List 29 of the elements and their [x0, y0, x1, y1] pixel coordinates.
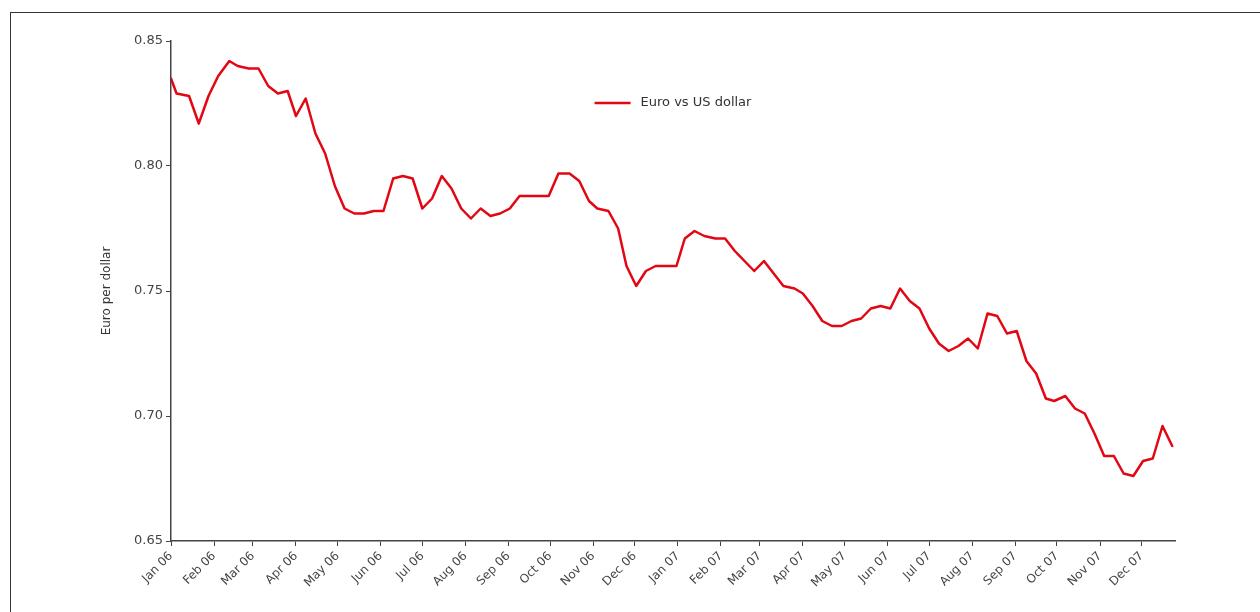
y-tick-label: 0.80: [134, 157, 163, 173]
x-tick-label: Oct 06: [516, 548, 555, 587]
x-tick-label: Jul 07: [899, 548, 934, 583]
x-tick-label: Aug 07: [936, 548, 977, 589]
x-tick-label: Mar 07: [724, 548, 765, 588]
x-tick-label: Jun 07: [854, 548, 892, 586]
x-tick-label: Dec 07: [1106, 548, 1146, 589]
x-tick-label: Jan 06: [138, 548, 176, 586]
y-tick-label: 0.85: [134, 32, 163, 48]
x-tick-label: Mar 06: [217, 548, 258, 588]
x-tick-label: Aug 06: [429, 548, 470, 589]
x-tick-label: Jun 06: [347, 548, 386, 586]
y-axis-title: Euro per dollar: [99, 246, 114, 336]
x-tick-label: Oct 07: [1023, 548, 1062, 587]
x-tick-label: Nov 07: [1064, 548, 1105, 589]
x-tick-label: Feb 06: [179, 548, 219, 587]
x-tick-label: Apr 06: [262, 548, 301, 587]
x-tick-label: Apr 07: [769, 548, 808, 587]
x-tick-label: Sep 06: [473, 548, 513, 588]
y-tick-label: 0.70: [134, 407, 163, 423]
x-tick-label: Jul 06: [392, 548, 427, 583]
x-tick-label: Dec 06: [599, 548, 640, 589]
x-tick-label: Sep 07: [980, 548, 1020, 588]
x-tick-label: Nov 06: [557, 548, 598, 589]
x-tick-label: Feb 07: [686, 548, 726, 587]
x-tick-label: Jan 07: [645, 548, 683, 586]
y-tick-label: 0.75: [134, 282, 163, 298]
y-tick-label: 0.65: [134, 532, 163, 548]
legend-label: Euro vs US dollar: [640, 94, 753, 110]
